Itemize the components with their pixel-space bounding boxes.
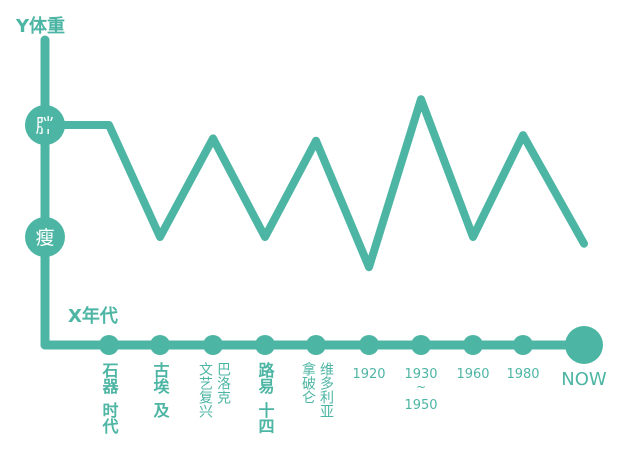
y-level-thin-label: 瘦 xyxy=(35,227,54,249)
x-axis-title: X年代 xyxy=(68,305,118,327)
x-tick-dot xyxy=(513,335,533,355)
x-label-napoleon: 拿破仑 xyxy=(300,361,316,404)
x-label-1950: 1950 xyxy=(404,398,437,413)
x-label-baroque: 巴洛克 xyxy=(215,362,231,405)
x-label-stone-age-2: 时代 xyxy=(100,402,120,435)
x-label-louis-2: 十四 xyxy=(256,401,275,434)
x-tick-dot xyxy=(411,335,431,355)
x-label-egypt-2: 及 xyxy=(151,402,170,419)
x-label-1930: 1930 xyxy=(404,367,437,382)
x-label-1980: 1980 xyxy=(506,367,539,382)
y-level-thin-marker xyxy=(25,217,65,257)
x-label-tilde: ~ xyxy=(416,380,426,394)
x-label-now: NOW xyxy=(561,369,607,390)
y-axis-title: Y体重 xyxy=(15,15,65,37)
x-label-stone-age-1: 石器 xyxy=(100,362,120,395)
x-label-egypt-1: 古埃 xyxy=(151,361,170,395)
x-label-1920: 1920 xyxy=(352,367,385,382)
x-label-1960: 1960 xyxy=(456,367,489,382)
x-tick-dot-now xyxy=(565,326,603,364)
x-tick-dot xyxy=(359,335,379,355)
x-tick-dot xyxy=(463,335,483,355)
x-tick-dot xyxy=(150,335,170,355)
x-tick-labels: 石器 时代 古埃 及 巴洛克 文艺复兴 路易 十四 拿破仑 维多利亚 1920 … xyxy=(100,361,607,435)
x-tick-dot xyxy=(306,335,326,355)
x-tick-dot xyxy=(99,335,119,355)
x-label-louis-1: 路易 xyxy=(256,361,275,395)
x-tick-dot xyxy=(255,335,275,355)
weight-series-line xyxy=(41,95,588,272)
x-label-renaissance: 文艺复兴 xyxy=(197,362,213,418)
x-label-victoria: 维多利亚 xyxy=(318,362,334,418)
x-tick-dot xyxy=(203,335,223,355)
x-tick-dots xyxy=(99,326,603,364)
